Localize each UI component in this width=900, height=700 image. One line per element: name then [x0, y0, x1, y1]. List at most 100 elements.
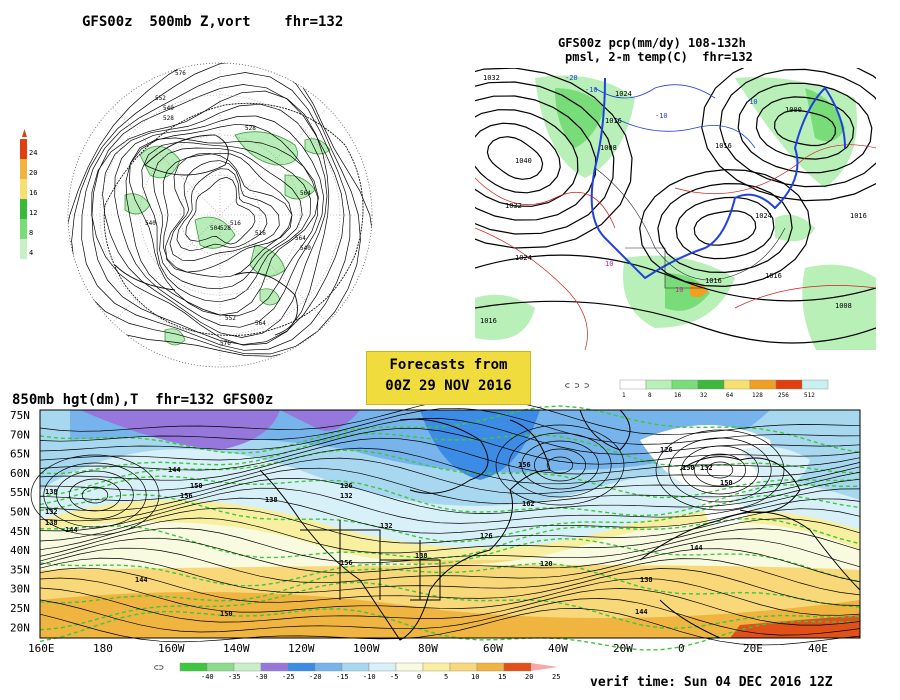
closed-contour: [30, 454, 160, 536]
pcp-scale-label: 64: [726, 392, 734, 399]
latitude-label: 45N: [10, 525, 30, 538]
temp-scale-swatch: [233, 662, 262, 672]
temp-scale-label: 0: [417, 673, 421, 680]
height-contour: [39, 587, 861, 626]
height-contour: [39, 405, 861, 435]
500mb-polar-map: 5765525405285285645285165045165405405525…: [67, 62, 373, 368]
temp-scale-swatch: [341, 662, 370, 672]
pcp-scale-swatch: [619, 379, 647, 390]
closed-contour: [508, 432, 612, 498]
latitude-label: 30N: [10, 583, 30, 596]
temp-scale-swatch: [206, 662, 235, 672]
height-label: 150: [720, 479, 733, 487]
contour-label: 540: [300, 245, 311, 252]
pcp-panel-title-line1: GFS00z pcp(mm/dy) 108-132h: [558, 36, 746, 50]
height-label: 138: [45, 488, 58, 496]
height-label: 150: [190, 482, 203, 490]
height-contour: [39, 507, 861, 544]
forecast-init-box: Forecasts from 00Z 29 NOV 2016: [366, 351, 531, 405]
isobar-label: 1008: [600, 144, 617, 152]
freezing-line-blue: [590, 77, 846, 280]
height-contour: [185, 176, 256, 245]
height-label: 162: [522, 500, 535, 508]
temp-scale-swatch: [260, 662, 289, 672]
latitude-label: 35N: [10, 563, 30, 576]
latitude-label: 55N: [10, 486, 30, 499]
longitude-label: 180: [93, 642, 113, 655]
pcp-scale-swatch: [697, 379, 725, 390]
closed-contour: [681, 445, 759, 495]
isobar-label: 1032: [483, 74, 500, 82]
closed-contour: [694, 453, 746, 487]
isobar-label: 1016: [705, 277, 722, 285]
latitude-label: 25N: [10, 602, 30, 615]
temp-scale-swatch: [422, 662, 451, 672]
contour-label: 576: [220, 340, 231, 347]
height-contour: [39, 497, 861, 534]
height-contour: [39, 457, 861, 495]
contour-label: 552: [155, 95, 166, 102]
closed-contour: [56, 470, 134, 520]
temperature-label: -10: [585, 86, 598, 94]
isobar: [475, 68, 633, 249]
isobar: [475, 109, 579, 207]
closed-contour: [495, 424, 625, 506]
isobar: [675, 196, 775, 260]
pcp-pmsl-map: 1032 1040 1032 1024 1016 1008 1016 1024 1024 1016…: [475, 68, 876, 350]
height-contour: [39, 598, 861, 636]
height-label: 144: [168, 466, 181, 474]
pcp-scale-label: 8: [648, 392, 652, 399]
pcp-panel-title-line2: pmsl, 2-m temp(C) fhr=132: [565, 50, 753, 64]
temp-scale-label: -10: [363, 673, 376, 680]
contour-label: 504: [210, 225, 221, 232]
height-contour: [91, 84, 345, 345]
closed-contour: [69, 478, 121, 512]
vort-scale-label: 12: [29, 209, 37, 217]
isobar: [475, 122, 561, 194]
temp-scale-label: -40: [201, 673, 214, 680]
contour-label: 564: [255, 320, 266, 327]
height-contour: [39, 437, 861, 475]
isobar-label: 1032: [505, 202, 522, 210]
temp-scale-swatch: [503, 662, 532, 672]
contour-label: 540: [163, 105, 174, 112]
longitude-label: 40W: [548, 642, 568, 655]
temp-scale-swatch: [179, 662, 208, 672]
pcp-scale-label: 256: [778, 392, 789, 399]
height-label: 156: [180, 492, 193, 500]
height-label: 144: [65, 526, 78, 534]
height-contour: [39, 487, 861, 524]
isotherm: [39, 475, 860, 517]
height-label: 144: [690, 544, 703, 552]
isobar: [701, 68, 876, 202]
isobar-label: 1016: [605, 117, 622, 125]
height-label: 138: [415, 552, 428, 560]
pcp-coastlines: [594, 167, 786, 289]
longitude-label: 0: [678, 642, 685, 655]
850mb-height-contours: [30, 405, 861, 646]
closed-contour: [534, 448, 586, 482]
500mb-panel-title: GFS00z 500mb Z,vort fhr=132: [82, 14, 344, 30]
vort-scale-label: 4: [29, 249, 33, 257]
height-label: 156: [518, 461, 531, 469]
temp-scale-label: -5: [390, 673, 398, 680]
pcp-scale-label: 512: [804, 392, 815, 399]
pcp-scale-label: 16: [674, 392, 682, 399]
850mb-temperature-shading: [40, 410, 860, 638]
svg-text:⊂⊃: ⊂⊃: [154, 663, 164, 672]
svg-text:⊂ ⊃ ⊃: ⊂ ⊃ ⊃: [565, 381, 589, 390]
temp-scale-swatch: [314, 662, 343, 672]
pcp-scale-swatch: [775, 379, 803, 390]
contour-label: 528: [245, 125, 256, 132]
isobar-label: 1040: [515, 157, 532, 165]
temperature-contours-red: [475, 144, 876, 350]
latitude-label: 50N: [10, 506, 30, 519]
isobar-label: 1008: [835, 302, 852, 310]
temperature-label: 10: [605, 260, 613, 268]
height-label: 144: [635, 608, 648, 616]
isobar-label: 1016: [715, 142, 732, 150]
coastlines: [103, 102, 364, 336]
height-contour: [39, 577, 861, 616]
height-label: 120: [540, 560, 553, 568]
vort-scale-label: 16: [29, 189, 37, 197]
